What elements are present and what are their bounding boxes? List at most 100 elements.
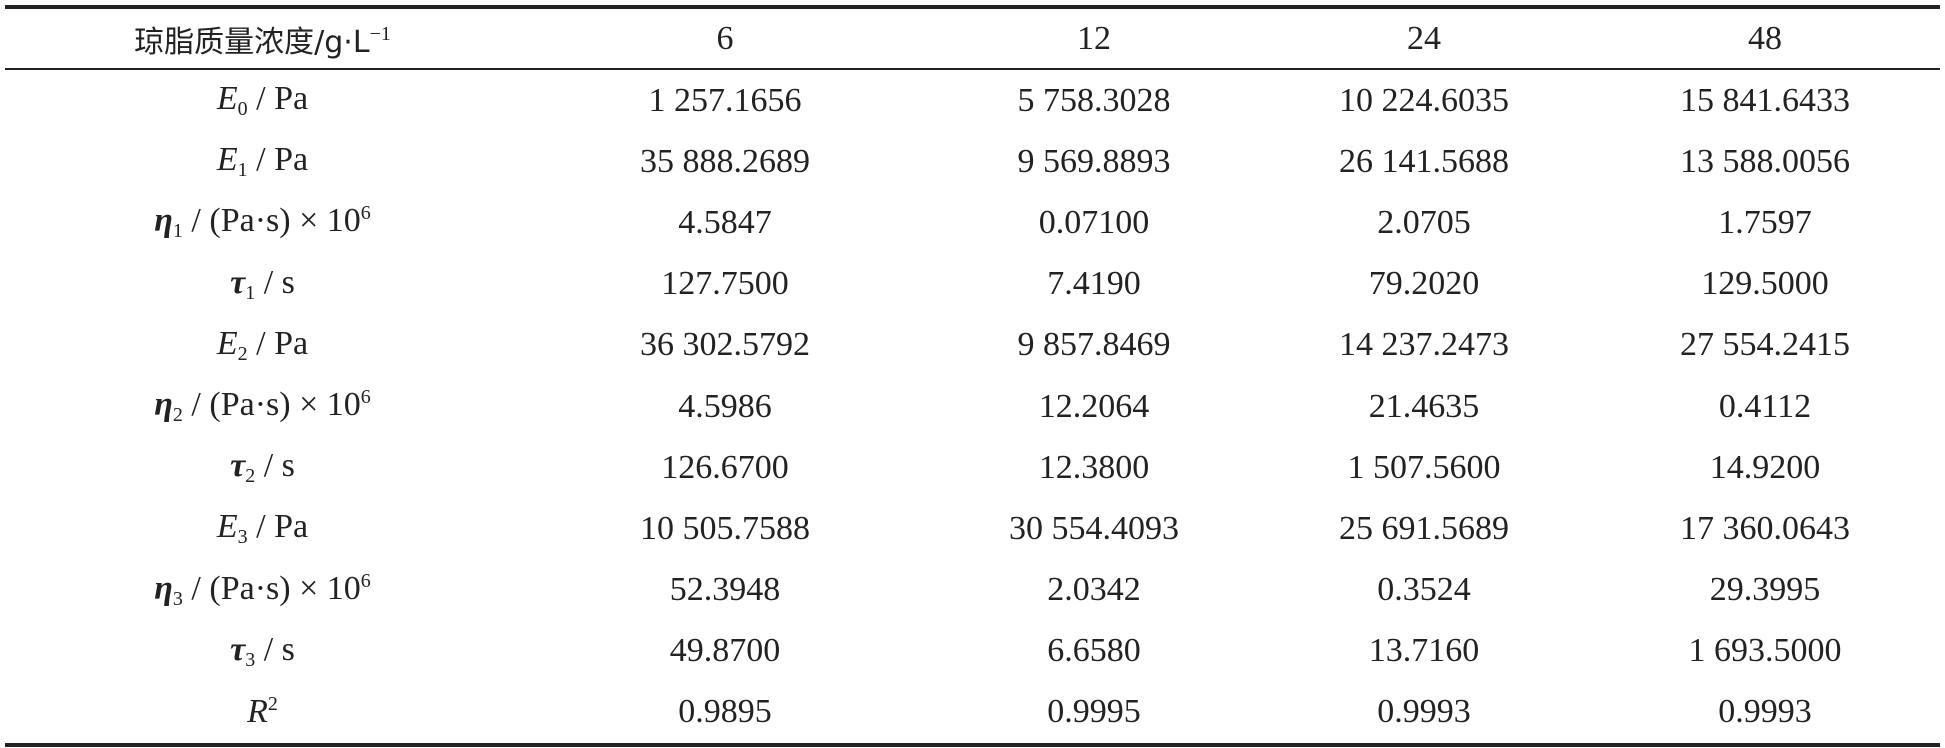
table-row: E2 / Pa 36 302.5792 9 857.8469 14 237.2473 2… (5, 315, 1940, 376)
table-row: τ2 / s 126.6700 12.3800 1 507.5600 14.9200 (5, 437, 1940, 498)
table-cell: 1 693.5000 (1688, 632, 1842, 670)
header-label-sup: −1 (369, 22, 391, 45)
table-cell: 36 302.5792 (640, 326, 810, 364)
row-superscript: 6 (360, 202, 371, 225)
table-cell: 0.9993 (1377, 693, 1471, 731)
table-cell: 0.07100 (1038, 203, 1150, 241)
table-cell: 49.8700 (669, 632, 781, 670)
row-subscript: 2 (245, 465, 256, 488)
table-cell: 30 554.4093 (1009, 509, 1179, 547)
row-subscript: 3 (245, 648, 256, 671)
row-label-cell: τ3 / s (5, 621, 520, 682)
table-cell: 1 507.5600 (1347, 448, 1501, 486)
table-cell: 6.6580 (1047, 632, 1141, 670)
table-cell: 12.3800 (1038, 448, 1150, 486)
header-cell: 6 (716, 19, 734, 57)
row-subscript: 3 (172, 587, 183, 610)
row-symbol: τ (230, 447, 246, 485)
table-cell: 0.9993 (1718, 693, 1812, 731)
header-label-cell: 琼脂质量浓度/g·L−1 (5, 7, 520, 69)
row-symbol: E (216, 324, 238, 362)
table-cell: 13 588.0056 (1680, 142, 1850, 180)
row-unit: / (Pa·s) × 10 (182, 386, 361, 424)
table-cell: 79.2020 (1368, 265, 1480, 303)
table-cell: 26 141.5688 (1339, 142, 1509, 180)
table-cell: 27 554.2415 (1680, 326, 1850, 364)
row-superscript: 2 (267, 693, 278, 716)
row-unit: / Pa (247, 508, 309, 546)
table-cell: 29.3995 (1709, 571, 1821, 609)
table-cell: 129.5000 (1701, 265, 1829, 303)
row-label-cell: E3 / Pa (5, 498, 520, 559)
table-body: E0 / Pa 1 257.1656 5 758.3028 10 224.6035 15… (5, 69, 1940, 746)
table-cell: 7.4190 (1047, 265, 1141, 303)
table-cell: 1.7597 (1718, 203, 1812, 241)
row-label-cell: τ2 / s (5, 437, 520, 498)
table-cell: 14.9200 (1709, 448, 1821, 486)
row-subscript: 3 (237, 526, 248, 549)
row-label-cell: η2 / (Pa·s) × 106 (5, 376, 520, 437)
table-cell: 15 841.6433 (1680, 81, 1850, 119)
table-cell: 9 857.8469 (1017, 326, 1171, 364)
row-unit: / s (255, 447, 295, 485)
table-cell: 14 237.2473 (1339, 326, 1509, 364)
table-cell: 35 888.2689 (640, 142, 810, 180)
table-row: E1 / Pa 35 888.2689 9 569.8893 26 141.5688 1… (5, 131, 1940, 192)
row-label-cell: R2 (5, 682, 520, 745)
row-symbol: η (154, 202, 173, 240)
table-cell: 1 257.1656 (648, 81, 802, 119)
row-subscript: 2 (237, 342, 248, 365)
table-cell: 12.2064 (1038, 387, 1150, 425)
table-cell: 0.3524 (1377, 571, 1471, 609)
table-cell: 4.5986 (678, 387, 772, 425)
table-row: η1 / (Pa·s) × 106 4.5847 0.07100 2.0705 1.75… (5, 192, 1940, 253)
row-unit: / (Pa·s) × 10 (182, 569, 361, 607)
row-subscript: 1 (172, 220, 183, 243)
row-superscript: 6 (360, 569, 371, 592)
table-row: E3 / Pa 10 505.7588 30 554.4093 25 691.5689… (5, 498, 1940, 559)
table-row: η3 / (Pa·s) × 106 52.3948 2.0342 0.3524 29.3… (5, 560, 1940, 621)
row-symbol: E (216, 80, 238, 118)
row-unit: / Pa (247, 324, 309, 362)
table-row: τ1 / s 127.7500 7.4190 79.2020 129.5000 (5, 254, 1940, 315)
table-row: η2 / (Pa·s) × 106 4.5986 12.2064 21.4635 0.4… (5, 376, 1940, 437)
table-cell: 4.5847 (678, 203, 772, 241)
row-symbol: R (247, 693, 268, 731)
table-cell: 13.7160 (1368, 632, 1480, 670)
table-cell: 5 758.3028 (1017, 81, 1171, 119)
table-cell: 52.3948 (669, 571, 781, 609)
row-label-cell: η3 / (Pa·s) × 106 (5, 560, 520, 621)
row-symbol: η (154, 569, 173, 607)
row-label-cell: E1 / Pa (5, 131, 520, 192)
table-cell: 21.4635 (1368, 387, 1480, 425)
row-symbol: E (216, 508, 238, 546)
table-cell: 10 224.6035 (1339, 81, 1509, 119)
table-cell: 127.7500 (661, 265, 789, 303)
row-unit: / Pa (247, 141, 309, 179)
row-subscript: 2 (172, 404, 183, 427)
table-cell: 0.9895 (678, 693, 772, 731)
table-cell: 17 360.0643 (1680, 509, 1850, 547)
row-unit: / Pa (247, 80, 309, 118)
row-unit: / (Pa·s) × 10 (182, 202, 361, 240)
header-row: 琼脂质量浓度/g·L−1 6 12 24 48 (5, 7, 1940, 69)
table-header: 琼脂质量浓度/g·L−1 6 12 24 48 (5, 7, 1940, 69)
table-cell: 0.4112 (1718, 387, 1812, 425)
table-cell: 2.0342 (1047, 571, 1141, 609)
header-cell: 12 (1077, 19, 1111, 57)
table-cell: 10 505.7588 (640, 509, 810, 547)
row-symbol: τ (230, 630, 246, 668)
row-symbol: E (216, 141, 238, 179)
table-row: E0 / Pa 1 257.1656 5 758.3028 10 224.6035 15… (5, 69, 1940, 131)
row-label-cell: E2 / Pa (5, 315, 520, 376)
row-subscript: 1 (237, 159, 248, 182)
row-symbol: τ (230, 263, 246, 301)
row-subscript: 0 (237, 98, 248, 121)
row-label-cell: τ1 / s (5, 254, 520, 315)
header-label: 琼脂质量浓度/g·L (134, 24, 370, 60)
table-cell: 126.6700 (661, 448, 789, 486)
row-unit: / s (255, 630, 295, 668)
row-symbol: η (154, 386, 173, 424)
table-cell: 0.9995 (1047, 693, 1141, 731)
